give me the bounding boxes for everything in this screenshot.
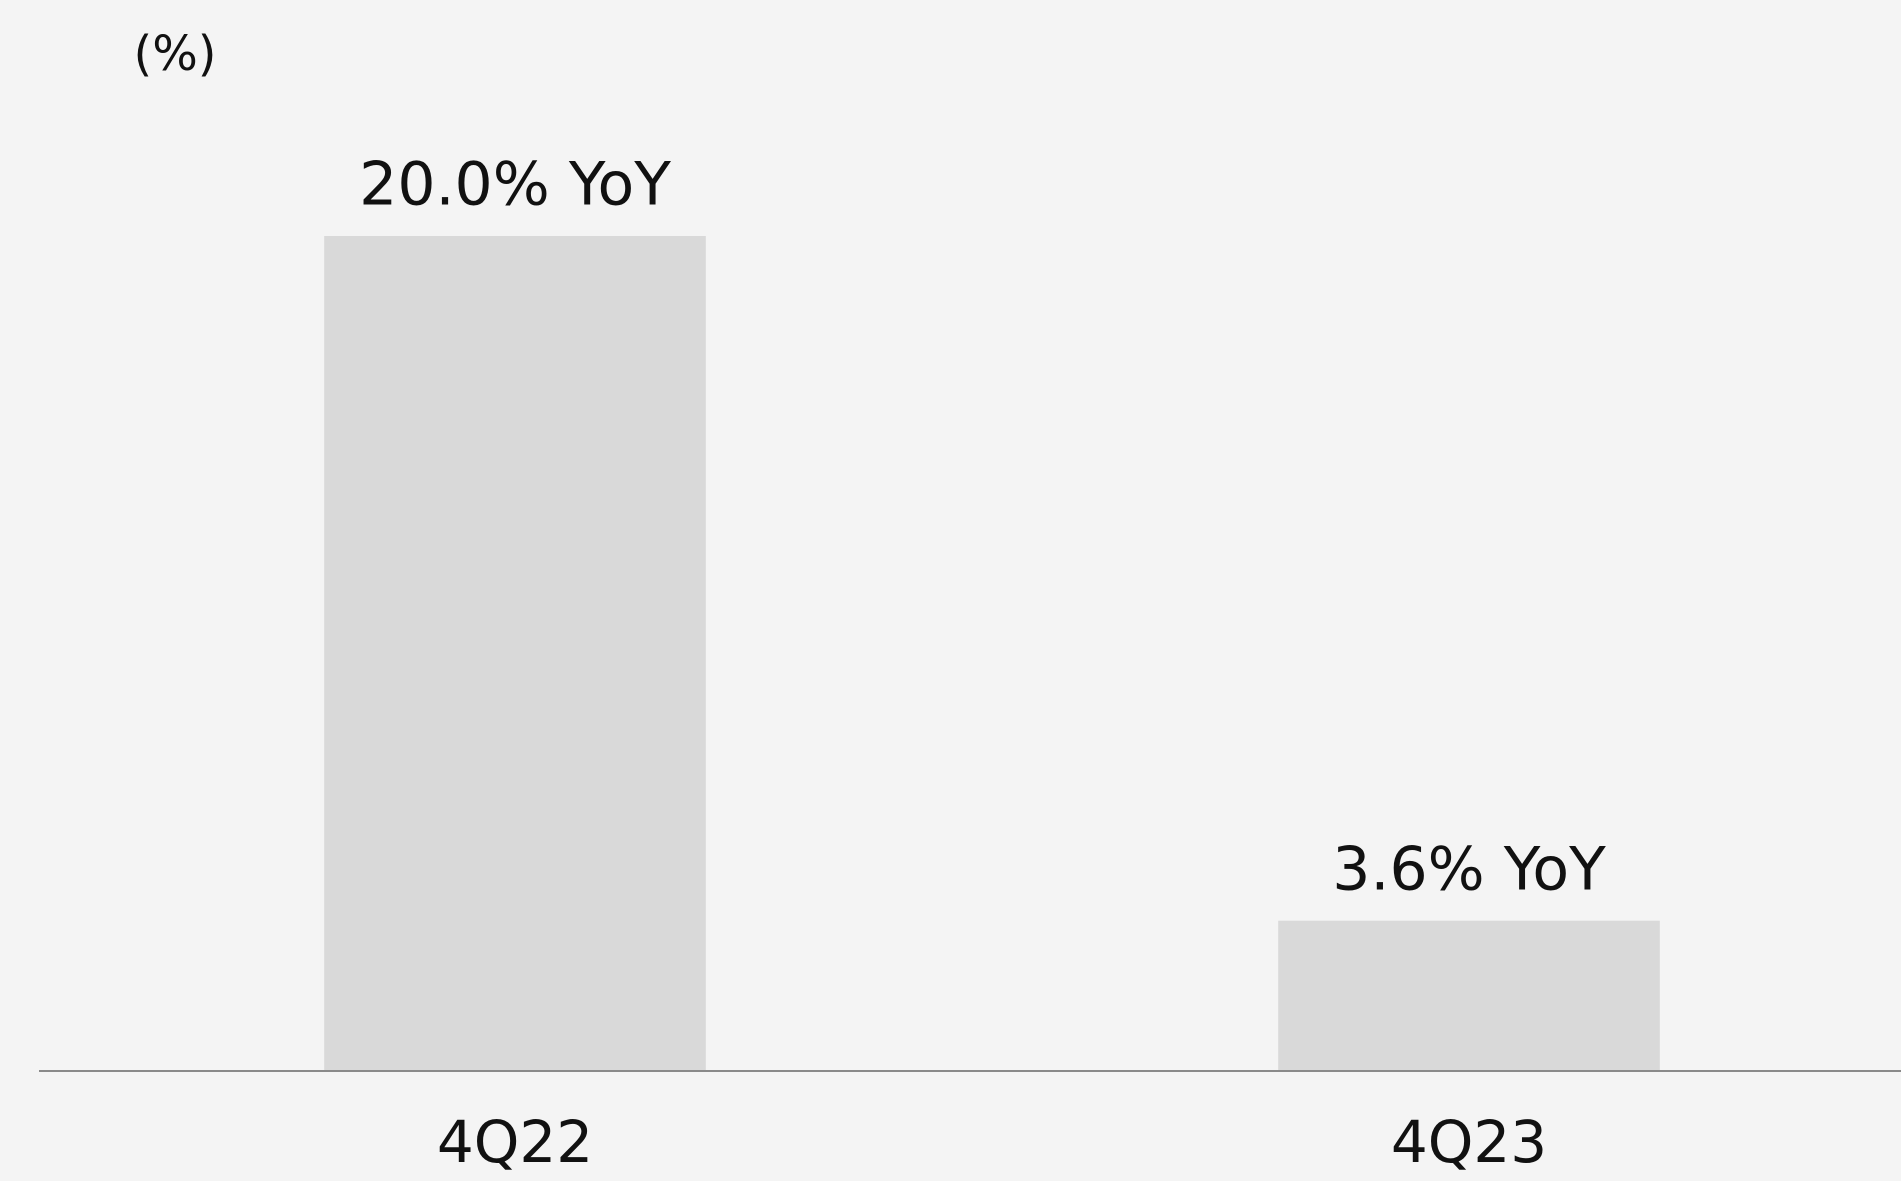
- x-tick-label: 4Q22: [437, 1108, 593, 1176]
- bar: [324, 236, 706, 1071]
- axis-label: (%): [133, 26, 216, 82]
- bar: [1278, 920, 1660, 1071]
- value-label: 3.6% YoY: [1332, 834, 1606, 904]
- x-tick-label: 4Q23: [1391, 1108, 1547, 1176]
- value-label: 20.0% YoY: [359, 150, 671, 220]
